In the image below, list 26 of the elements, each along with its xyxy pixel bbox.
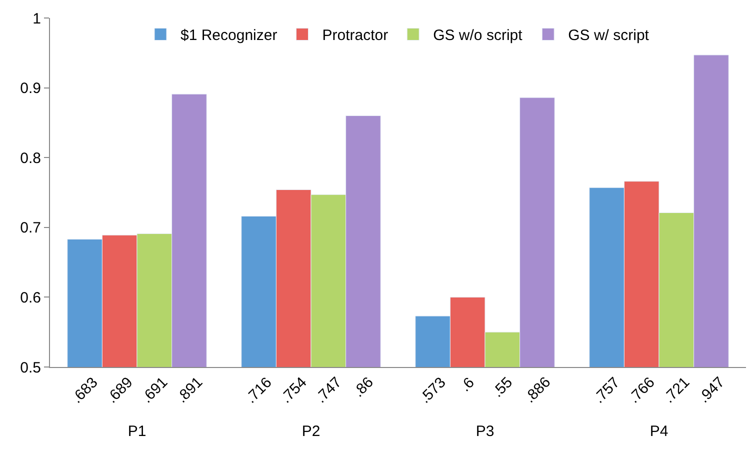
x-tick-label: P4	[650, 423, 668, 440]
data-label: .55	[489, 374, 516, 401]
y-tick-label: 0.6	[20, 289, 41, 306]
x-tick-label: P1	[128, 423, 146, 440]
y-tick-label: 0.5	[20, 359, 41, 376]
data-label: .86	[350, 374, 377, 401]
legend-label: GS w/ script	[568, 27, 650, 44]
x-tick-label: P2	[302, 423, 320, 440]
data-label: .716	[242, 374, 276, 407]
data-label: .683	[68, 374, 102, 407]
data-label: .689	[104, 374, 136, 407]
y-tick-label: 0.8	[20, 150, 41, 167]
data-label: .6	[456, 374, 478, 396]
data-label: .886	[521, 374, 554, 406]
legend-label: $1 Recognizer	[180, 27, 278, 44]
x-tick-label: P3	[476, 423, 494, 440]
data-label: .573	[416, 374, 450, 407]
y-tick-label: 1	[32, 10, 41, 28]
y-tick-label: 0.7	[20, 220, 41, 237]
legend-label: GS w/o script	[433, 27, 524, 44]
data-label: .721	[660, 374, 694, 407]
legend-label: Protractor	[322, 27, 388, 44]
data-label: .766	[626, 374, 658, 407]
data-label: .891	[173, 374, 206, 406]
y-tick-label: 0.9	[20, 80, 41, 98]
data-label: .691	[138, 374, 172, 407]
